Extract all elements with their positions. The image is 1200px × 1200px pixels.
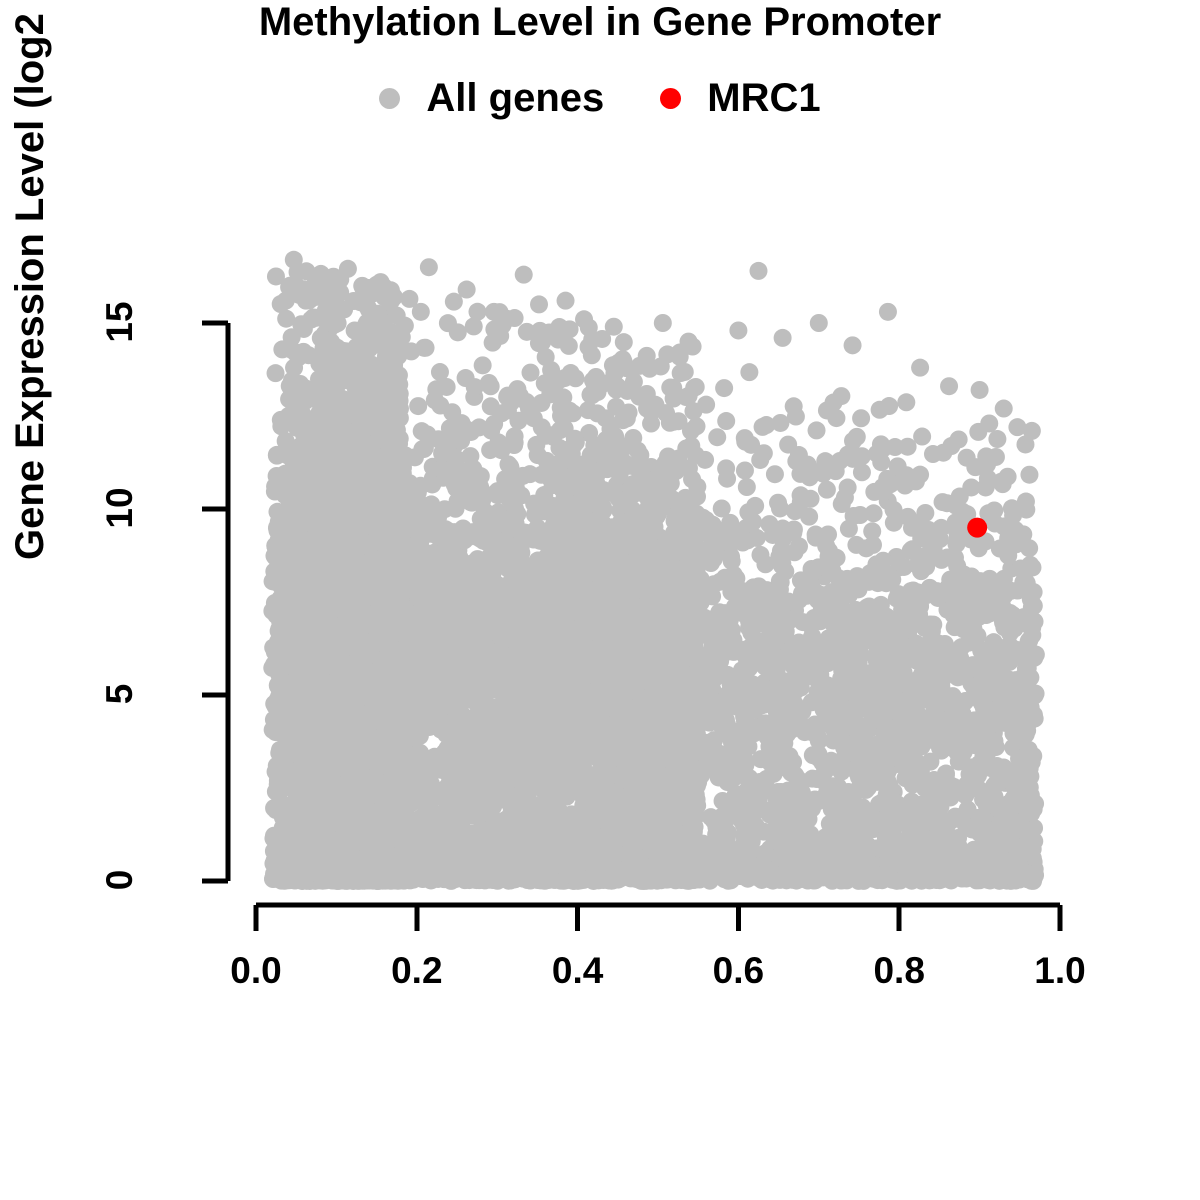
axes-layer xyxy=(202,320,1063,931)
x-tick-label: 1.0 xyxy=(1034,950,1086,991)
y-tick-label: 5 xyxy=(99,683,140,705)
y-tick-label: 0 xyxy=(99,869,140,891)
y-axis-title-wrapper: Gene Expression Level (log2 RSEM) xyxy=(8,0,53,560)
x-tick-label: 0.2 xyxy=(391,950,443,991)
y-tick-label: 15 xyxy=(99,301,140,343)
highlight-point-layer xyxy=(967,517,988,538)
x-tick-label: 0.8 xyxy=(873,950,925,991)
mrc1-highlight-point xyxy=(967,517,988,538)
y-tick-label: 10 xyxy=(99,487,140,529)
x-tick-label: 0.4 xyxy=(551,950,604,991)
x-tick-label: 0.0 xyxy=(230,950,282,991)
x-axis-title: Methylation Level in Gene Promoter xyxy=(258,0,942,44)
x-tick-label: 0.6 xyxy=(712,950,765,991)
scatter-points-layer xyxy=(263,250,1045,890)
y-axis-title: Gene Expression Level (log2 RSEM) xyxy=(8,0,52,560)
